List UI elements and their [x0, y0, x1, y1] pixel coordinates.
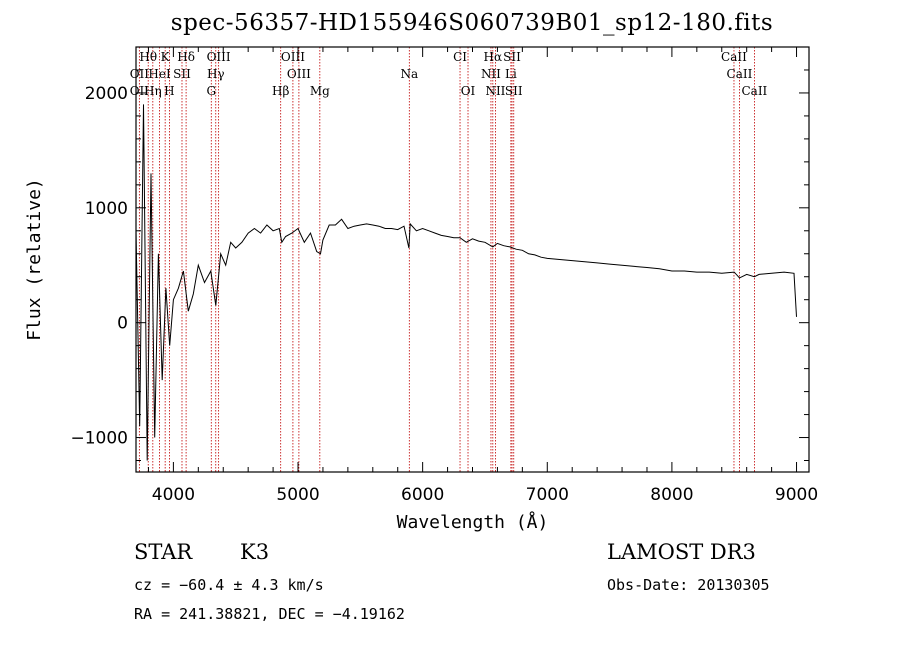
line-label: CaII [741, 84, 767, 98]
line-label: Hγ [207, 67, 225, 81]
line-label: SII [173, 67, 191, 81]
line-label: CaII [727, 67, 753, 81]
line-label: Hβ [272, 84, 289, 98]
line-label: Hθ [139, 50, 157, 64]
line-label: OIII [287, 67, 311, 81]
chart-title: spec-56357-HD155946S060739B01_sp12-180.f… [170, 10, 774, 36]
object-class: STAR [134, 540, 193, 564]
line-label: Mg [310, 84, 330, 98]
line-label: G [206, 84, 216, 98]
line-label: Hδ [177, 50, 195, 64]
line-label: NII [481, 67, 501, 81]
line-label: OIII [281, 50, 305, 64]
line-label: OIII [207, 50, 231, 64]
flux-series-line [135, 104, 797, 461]
line-label: SII [505, 84, 523, 98]
line-label: OI [461, 84, 476, 98]
line-label: Hη [144, 84, 162, 98]
line-label: K [161, 50, 171, 64]
line-label: HeI [148, 67, 171, 81]
y-axis-label: Flux (relative) [24, 178, 45, 341]
line-label: Na [400, 67, 418, 81]
emission-line-markers [138, 47, 755, 472]
line-label: OII [130, 67, 150, 81]
axis-ticks [136, 46, 809, 472]
x-tick-label: 7000 [526, 485, 569, 505]
line-label: CaII [721, 50, 747, 64]
observation-date: Obs-Date: 20130305 [607, 576, 770, 594]
y-tick-label: 2000 [85, 84, 128, 104]
x-tick-label: 5000 [276, 485, 319, 505]
x-tick-label: 9000 [775, 485, 818, 505]
line-label: Li [505, 67, 517, 81]
survey-name: LAMOST DR3 [607, 540, 756, 564]
y-tick-label: −1000 [70, 429, 128, 449]
x-tick-label: 8000 [650, 485, 693, 505]
object-subclass: K3 [240, 540, 270, 564]
y-tick-label: 0 [117, 314, 128, 334]
line-label: H [164, 84, 174, 98]
ra-dec-coordinates: RA = 241.38821, DEC = −4.19162 [134, 605, 405, 623]
plot-frame [135, 46, 810, 473]
x-axis-label: Wavelength (Å) [397, 511, 549, 533]
redshift-velocity: cz = −60.4 ± 4.3 km/s [134, 576, 324, 594]
line-label: SII [503, 50, 521, 64]
line-label: CI [453, 50, 467, 64]
line-label: OII [130, 84, 150, 98]
x-tick-label: 6000 [401, 485, 444, 505]
y-tick-label: 1000 [85, 199, 128, 219]
line-label: Hα [484, 50, 503, 64]
line-label: NII [485, 84, 505, 98]
x-tick-label: 4000 [152, 485, 195, 505]
axis-tick-labels: 4000 5000 6000 7000 8000 9000 −1000 0 1000 2000 [70, 84, 818, 505]
